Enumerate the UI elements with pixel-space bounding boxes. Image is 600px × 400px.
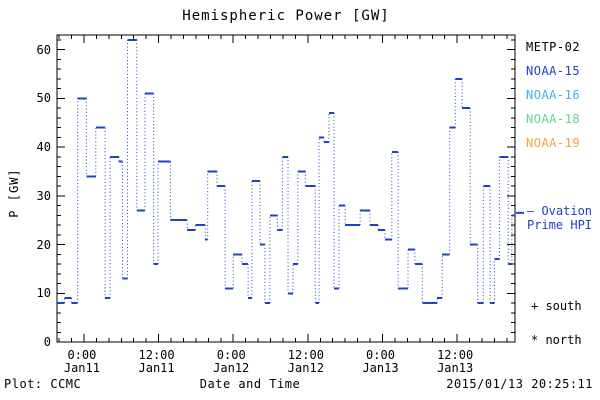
y-tick-label: 20: [36, 237, 51, 252]
y-tick-label: 10: [36, 286, 51, 301]
y-tick-label: 40: [36, 140, 51, 155]
x-tick-label: 0:00 Jan12: [213, 348, 250, 375]
north-marker-note: * north: [531, 333, 582, 347]
legend-item-metp-02: METP-02: [526, 40, 581, 54]
plot-timestamp: 2015/01/13 20:25:11: [446, 377, 593, 391]
x-tick-label: 12:00 Jan11: [138, 348, 175, 375]
legend-item-noaa-18: NOAA-18: [526, 112, 581, 126]
x-tick-label: 0:00 Jan13: [362, 348, 399, 375]
x-tick-label: 0:00 Jan11: [63, 348, 100, 375]
ovation-prime-hpi-label: – Ovation Prime HPI: [527, 204, 593, 232]
x-axis-title: Date and Time: [199, 377, 301, 391]
x-tick-label: 12:00 Jan12: [287, 348, 324, 375]
y-tick-label: 50: [36, 91, 51, 106]
y-tick-label: 30: [36, 188, 51, 203]
y-tick-label: 0: [43, 335, 51, 349]
chart-title: Hemispheric Power [GW]: [182, 8, 390, 24]
legend-item-noaa-16: NOAA-16: [526, 88, 581, 102]
plot-source-label: Plot: CCMC: [4, 377, 82, 391]
legend-item-noaa-15: NOAA-15: [526, 64, 581, 78]
x-tick-label: 12:00 Jan13: [437, 348, 474, 375]
legend-item-noaa-19: NOAA-19: [526, 136, 581, 150]
south-marker-note: + south: [531, 299, 582, 313]
y-tick-label: 60: [36, 42, 51, 57]
